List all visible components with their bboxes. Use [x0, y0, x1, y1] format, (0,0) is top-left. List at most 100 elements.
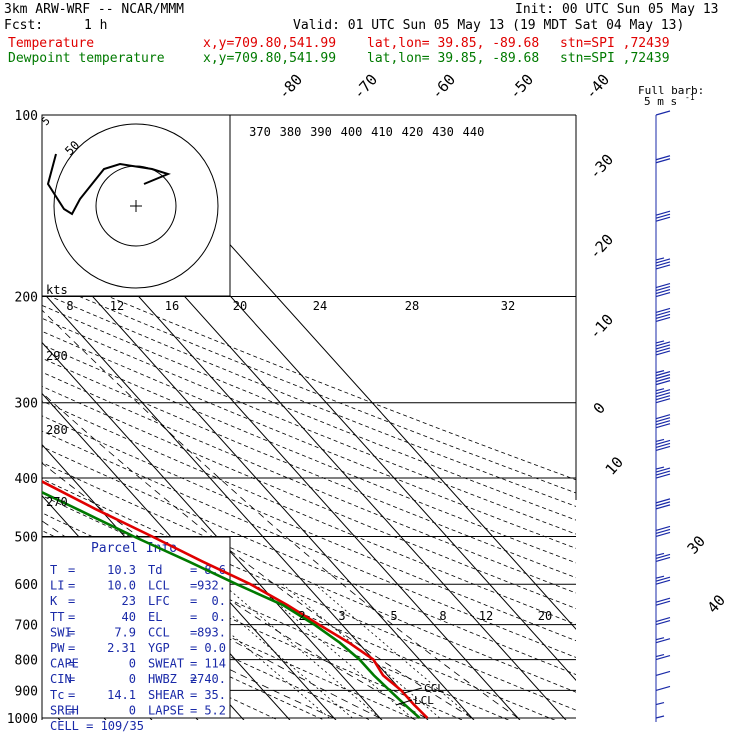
parcel-eq: = — [68, 657, 75, 671]
theta-label: 430 — [432, 125, 454, 139]
wind-barb — [655, 466, 671, 479]
parcel-value: 14.1 — [107, 688, 136, 702]
parcel-value: 0. — [212, 610, 226, 624]
barb-title: Full barb: — [638, 84, 704, 97]
parcel-label: HWBZ — [148, 672, 177, 686]
dry-adiabat-line — [42, 317, 576, 535]
parcel-value: 0 — [129, 703, 136, 717]
parcel-eq: = — [68, 641, 75, 655]
dry-adiabat-line — [42, 415, 576, 642]
dry-adiabat-line — [42, 371, 576, 594]
parcel-eq: = — [68, 688, 75, 702]
wind-barb — [655, 110, 671, 116]
ccl-label: CCL — [424, 682, 444, 695]
moist-adiabat-line — [42, 567, 335, 719]
parcel-eq: = — [190, 641, 197, 655]
parcel-value: 5.2 — [204, 703, 226, 717]
parcel-value: 0. — [212, 594, 226, 608]
speed-axis-label: 8 — [66, 299, 73, 313]
init-time: Init: 00 UTC Sun 05 May 13 — [515, 2, 719, 17]
hodograph-units-label: kts — [46, 283, 68, 297]
isotherm-line — [42, 239, 475, 720]
dewpoint-profile — [42, 490, 421, 719]
pressure-tick-label: 1000 — [7, 712, 38, 727]
dry-theta-label: 270 — [46, 495, 68, 509]
parcel-label: LCL — [148, 579, 170, 593]
wind-barb — [655, 701, 665, 706]
parcel-eq: = — [68, 625, 75, 639]
pressure-tick-label: 400 — [15, 472, 38, 487]
mixing-ratio-label: 8 — [439, 609, 446, 623]
parcel-eq: = — [68, 594, 75, 608]
theta-label: 410 — [371, 125, 393, 139]
wind-barb — [655, 257, 671, 270]
hodograph-ring — [53, 123, 219, 289]
parcel-label: PW — [50, 641, 65, 655]
wind-barb — [655, 282, 671, 298]
parcel-cell: CELL = 109/35 — [50, 719, 144, 733]
wind-barb — [655, 617, 671, 626]
wind-barb — [655, 414, 671, 429]
parcel-eq: = — [68, 703, 75, 717]
parcel-value: 40 — [122, 610, 136, 624]
parcel-eq: = — [190, 625, 197, 639]
pressure-tick-label: 300 — [15, 397, 38, 412]
dry-adiabat-line — [42, 344, 576, 564]
speed-axis-label: 12 — [110, 299, 124, 313]
isotherm-label: -80 — [275, 70, 307, 102]
parcel-label: SWI — [50, 625, 72, 639]
isotherm-label: 0 — [590, 399, 609, 418]
wind-barb — [655, 653, 671, 661]
wind-barb — [655, 307, 671, 323]
theta-label: 370 — [249, 125, 271, 139]
dewpoint-stn: stn=SPI ,72439 — [560, 51, 670, 66]
wind-barb — [655, 438, 671, 452]
isotherm-label: -70 — [350, 70, 382, 102]
parcel-value: 0.0 — [204, 641, 226, 655]
parcel-eq: = — [190, 703, 197, 717]
theta-label: 390 — [310, 125, 332, 139]
speed-axis-label: 28 — [405, 299, 419, 313]
parcel-label: EL — [148, 610, 162, 624]
theta-label: 400 — [341, 125, 363, 139]
isotherm-label: 10 — [602, 453, 627, 478]
lcl-marker — [395, 699, 413, 706]
wind-barb — [655, 552, 671, 563]
parcel-value: 0 — [129, 657, 136, 671]
moist-adiabat-line — [42, 392, 473, 719]
dry-adiabat-line — [42, 462, 576, 693]
parcel-eq: = — [190, 688, 197, 702]
isotherm-line — [42, 290, 429, 720]
parcel-value: 932. — [197, 579, 226, 593]
parcel-label: TT — [50, 610, 64, 624]
barb-units: 5 m s — [644, 95, 677, 108]
parcel-label: LI — [50, 579, 64, 593]
pressure-tick-label: 700 — [15, 619, 38, 634]
wind-barb — [655, 210, 671, 222]
isotherm-label: -30 — [586, 150, 618, 182]
temperature-stn: stn=SPI ,72439 — [560, 36, 670, 51]
fcst-value: 1 h — [84, 18, 108, 33]
wind-barb — [655, 670, 671, 677]
theta-label: 420 — [402, 125, 424, 139]
parcel-label: SREH — [50, 703, 79, 717]
wind-barb — [655, 388, 671, 404]
parcel-label: YGP — [148, 641, 170, 655]
mixing-ratio-label: 20 — [538, 609, 552, 623]
parcel-eq: = — [68, 610, 75, 624]
parcel-label: Td — [148, 563, 162, 577]
temperature-legend: Temperature — [8, 36, 95, 51]
isotherm-label: -10 — [586, 310, 618, 342]
dewpoint-legend: Dewpoint temperature — [8, 51, 165, 66]
parcel-eq: = — [68, 563, 75, 577]
parcel-eq: = — [68, 579, 75, 593]
parcel-value: 35. — [204, 688, 226, 702]
parcel-label: SHEAR — [148, 688, 185, 702]
pressure-tick-label: 200 — [15, 291, 38, 306]
parcel-eq: = — [190, 594, 197, 608]
isotherm-label: -60 — [428, 70, 460, 102]
isotherm-label: -20 — [586, 230, 618, 262]
parcel-label: CAPE — [50, 657, 79, 671]
